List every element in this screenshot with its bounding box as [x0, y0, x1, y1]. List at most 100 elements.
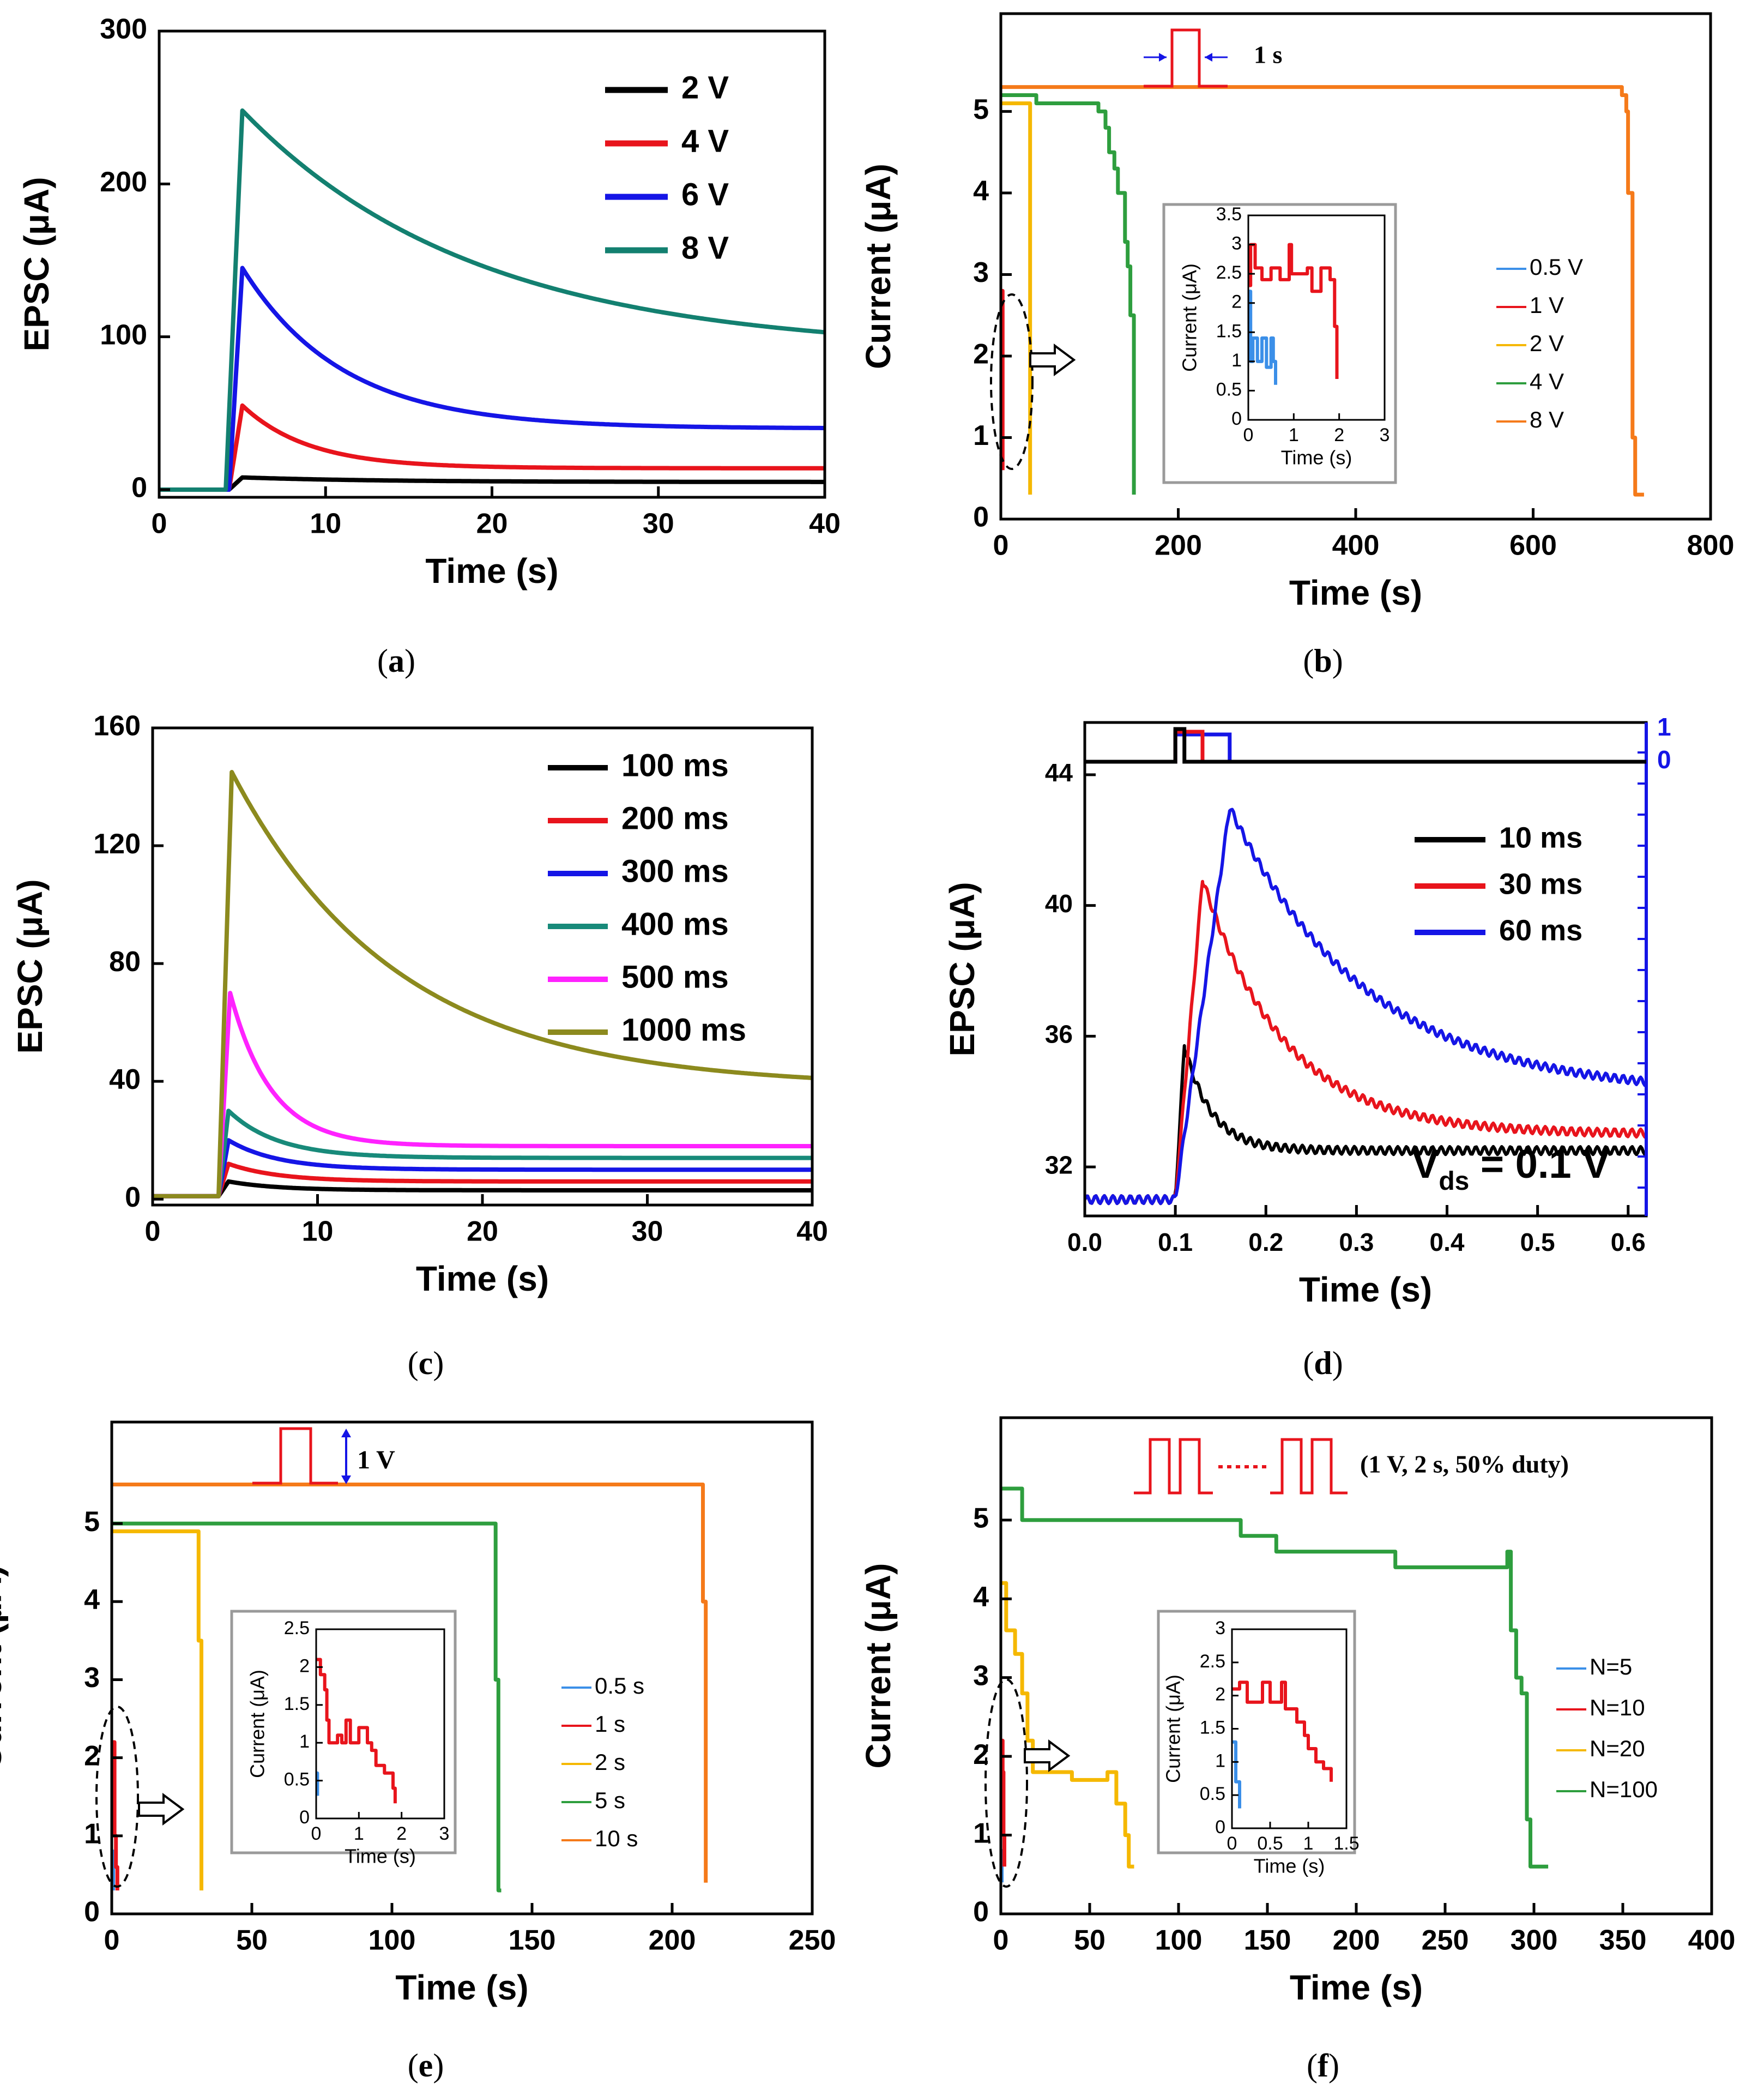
y-axis-label: EPSC (μA)	[10, 879, 50, 1053]
series-line-6-V	[159, 266, 825, 492]
inset-series-1-V	[1248, 243, 1339, 379]
y-tick-label: 3	[84, 1662, 100, 1694]
y-axis-label: Current (μA)	[859, 164, 898, 369]
inset-frame	[1162, 203, 1397, 484]
inset-plot-frame	[1247, 214, 1386, 421]
series-line-10-s	[112, 1483, 708, 1883]
legend-label: N=5	[1590, 1654, 1632, 1679]
y-tick-label: 80	[109, 946, 141, 978]
y-tick-label: 160	[93, 710, 141, 742]
x-tick-label: 300	[1511, 1925, 1558, 1956]
x-axis-label: Time (s)	[1299, 1270, 1432, 1309]
inset-y-tick-label: 3	[1215, 1618, 1225, 1639]
inset-y-tick-label: 0	[1215, 1817, 1225, 1838]
x-tick-label: 400	[1688, 1925, 1736, 1956]
x-tick-label: 0	[152, 508, 167, 540]
x-tick-label: 100	[368, 1925, 416, 1956]
pulse-trace-30-ms	[1085, 730, 1646, 764]
inset-y-tick-label: 2	[299, 1655, 310, 1676]
x-tick-label: 20	[476, 508, 508, 540]
x-tick-label: 400	[1332, 530, 1380, 562]
caption-letter: c	[419, 1345, 433, 1381]
y-tick-label: 0	[973, 502, 989, 533]
x-tick-label: 200	[1155, 530, 1202, 562]
vds-rest: = 0.1 V	[1469, 1141, 1609, 1186]
plot-area	[159, 108, 825, 492]
arrowhead-icon	[1159, 53, 1167, 62]
legend-label: 200 ms	[621, 800, 729, 836]
x-tick-label: 40	[796, 1216, 828, 1248]
y-tick-label: 0	[125, 1182, 141, 1213]
x-axis-label: Time (s)	[425, 551, 558, 591]
series-line-2-s	[112, 1529, 203, 1890]
inset-y-tick-label: 1.5	[284, 1694, 310, 1714]
inset-series-N=10	[1232, 1681, 1333, 1782]
pulse-icon	[252, 1427, 338, 1485]
inset-y-tick-label: 0	[299, 1807, 310, 1828]
pulse-width-label: 1 s	[1254, 41, 1282, 69]
legend-label: 6 V	[681, 177, 729, 212]
inset-x-tick-label: 1	[1289, 425, 1299, 445]
plot-area	[1085, 808, 1646, 1206]
inset-frame	[230, 1610, 457, 1854]
y-tick-label: 4	[973, 176, 989, 207]
zoom-arrow-icon	[1029, 344, 1076, 376]
y-tick-label: 36	[1045, 1020, 1073, 1049]
inset-x-axis-label: Time (s)	[1281, 447, 1352, 469]
legend-label: 8 V	[1530, 407, 1564, 432]
legend-label: 1 V	[1530, 292, 1564, 318]
inset-x-tick-label: 2	[1334, 425, 1344, 445]
zoom-ellipse	[984, 1678, 1028, 1888]
series-line-4-V	[1001, 93, 1136, 495]
y-tick-label: 2	[84, 1740, 100, 1772]
x-tick-label: 10	[302, 1216, 334, 1248]
y-tick-label: 1	[84, 1818, 100, 1850]
y-axis-label: EPSC (μA)	[17, 177, 56, 351]
inset-frame	[1157, 1610, 1356, 1854]
y-tick-label: 3	[973, 1660, 989, 1691]
x-axis-label: Time (s)	[1289, 573, 1422, 612]
inset-y-tick-label: 2.5	[1200, 1651, 1225, 1672]
y-tick-label: 4	[84, 1584, 100, 1616]
inset-y-tick-label: 0.5	[284, 1769, 310, 1790]
panel-caption: (c)	[408, 1345, 444, 1381]
right-axis-tick-label: 0	[1657, 745, 1671, 774]
legend-label: 4 V	[1530, 369, 1564, 394]
pulse-trace-60-ms	[1085, 732, 1646, 764]
panel-d: 0.0 0.1 0.2 0.3 0.4 0.5 0.6 32 36 40 44 Time (s) EPS…	[943, 713, 1671, 1381]
pulse-train-icon	[1134, 1438, 1213, 1495]
x-tick-label: 10	[310, 508, 341, 540]
inset-y-tick-label: 1	[1215, 1750, 1225, 1771]
x-tick-label: 0	[993, 530, 1009, 562]
inset-y-tick-label: 3.5	[1216, 204, 1242, 225]
x-tick-label: 40	[809, 508, 841, 540]
series-line-1000-ms	[153, 770, 812, 1198]
inset-y-tick-label: 1	[1231, 350, 1242, 371]
inset-y-tick-label: 0.5	[1216, 379, 1242, 400]
x-axis-label: Time (s)	[416, 1259, 549, 1298]
caption-paren: )	[1332, 1345, 1343, 1381]
x-tick-label: 0	[993, 1925, 1009, 1956]
plot-area	[153, 770, 812, 1198]
inset-x-tick-label: 3	[1380, 425, 1390, 445]
y-tick-label: 0	[973, 1896, 989, 1928]
legend-label: 30 ms	[1499, 868, 1582, 900]
legend-label: 1000 ms	[621, 1012, 746, 1047]
series-line-100-ms	[153, 1179, 812, 1198]
legend-label: 100 ms	[621, 748, 729, 783]
plot-frame	[110, 1420, 814, 1916]
panel-caption: (d)	[1303, 1345, 1343, 1381]
x-tick-label: 0.4	[1430, 1228, 1465, 1256]
inset-y-tick-label: 1.5	[1216, 321, 1242, 341]
series-line-N=20	[1001, 1581, 1134, 1869]
y-tick-label: 1	[973, 420, 989, 451]
inset-x-tick-label: 0	[1227, 1833, 1237, 1854]
x-tick-label: 0.2	[1248, 1228, 1283, 1256]
inset-x-tick-label: 3	[439, 1823, 450, 1844]
y-tick-label: 1	[973, 1817, 989, 1849]
y-tick-label: 3	[973, 257, 989, 288]
x-axis-label: Time (s)	[1290, 1968, 1423, 2007]
pulse-icon	[1144, 28, 1228, 88]
